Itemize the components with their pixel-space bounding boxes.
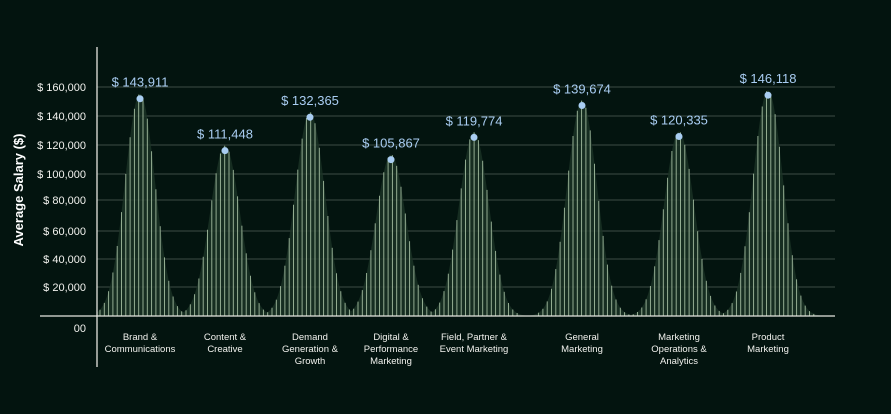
peak-marker <box>675 132 683 140</box>
value-label: $ 120,335 <box>650 112 708 127</box>
x-category-label: General <box>565 332 599 343</box>
value-label: $ 146,118 <box>740 71 797 86</box>
x-category-label: Brand & <box>123 332 158 343</box>
peak-marker <box>470 133 478 141</box>
value-label: $ 111,448 <box>197 127 253 142</box>
value-label: $ 105,867 <box>362 136 420 151</box>
value-label: $ 132,365 <box>281 93 339 108</box>
x-category-label: Digital & <box>373 332 409 343</box>
x-category-label: Demand <box>292 332 328 343</box>
peak-marker <box>221 147 229 155</box>
x-category-label: Performance <box>364 344 418 355</box>
y-tick-label: 00 <box>74 323 86 335</box>
x-category-label: Marketing <box>747 344 789 355</box>
distribution-area <box>97 90 835 316</box>
x-category-label: Content & <box>204 332 247 343</box>
x-category-label: Communications <box>105 344 176 355</box>
x-category-label: Analytics <box>660 356 698 367</box>
x-category-label: Creative <box>207 344 242 355</box>
peak-marker <box>578 102 586 110</box>
x-category-label: Field, Partner & <box>441 332 508 343</box>
x-category-label: Product <box>752 332 785 343</box>
y-axis-label: Average Salary ($) <box>11 134 26 247</box>
y-tick-label: $ 140,000 <box>37 111 86 123</box>
y-tick-label: $ 20,000 <box>43 282 86 294</box>
x-category-label: Marketing <box>658 332 700 343</box>
y-tick-label: $ 60,000 <box>43 226 86 238</box>
y-tick-label: $ 40,000 <box>43 254 86 266</box>
x-category-label: Operations & <box>651 344 707 355</box>
x-category-label: Growth <box>295 356 326 367</box>
value-label: $ 139,674 <box>553 82 611 97</box>
y-tick-label: $ 100,000 <box>37 169 86 181</box>
value-label: $ 143,911 <box>112 75 169 90</box>
peak-marker <box>764 91 772 99</box>
peak-marker <box>387 156 395 164</box>
y-tick-label: $ 80,000 <box>43 195 86 207</box>
y-tick-label: $ 120,000 <box>37 140 86 152</box>
x-category-label: Marketing <box>370 356 412 367</box>
x-category-label: Event Marketing <box>440 344 509 355</box>
peak-marker <box>306 113 314 121</box>
peak-marker <box>136 95 144 103</box>
x-category-label: Generation & <box>282 344 339 355</box>
value-label: $ 119,774 <box>446 113 503 128</box>
y-tick-label: $ 160,000 <box>37 82 86 94</box>
x-category-label: Marketing <box>561 344 603 355</box>
